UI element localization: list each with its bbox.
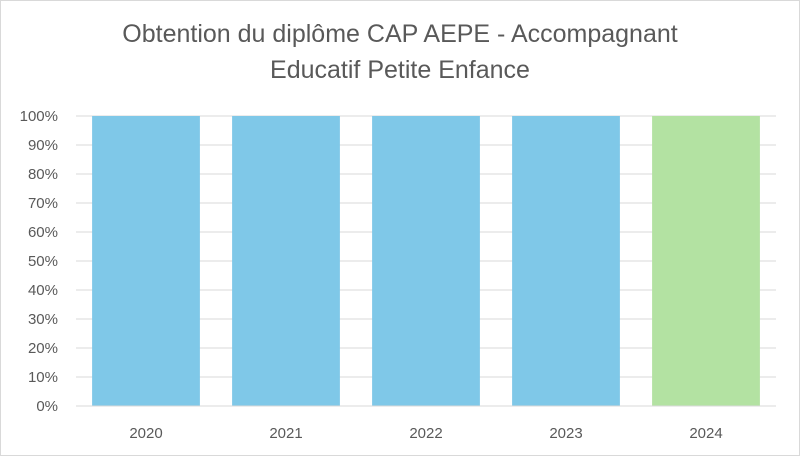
- x-tick-labels: 2020 2021 2022 2023 2024: [129, 425, 722, 442]
- chart-title: Obtention du diplôme CAP AEPE - Accompag…: [0, 16, 800, 88]
- y-tick-label: 10%: [28, 369, 58, 386]
- y-tick-label: 40%: [28, 282, 58, 299]
- y-tick-label: 60%: [28, 224, 58, 241]
- y-tick-label: 50%: [28, 253, 58, 270]
- bars: [92, 116, 760, 406]
- chart-title-line-2: Educatif Petite Enfance: [270, 56, 530, 84]
- y-tick-label: 80%: [28, 166, 58, 183]
- bar-2020: [92, 116, 200, 406]
- x-tick-label: 2024: [689, 425, 722, 442]
- x-tick-label: 2022: [409, 425, 442, 442]
- chart-title-line-1: Obtention du diplôme CAP AEPE - Accompag…: [122, 20, 678, 48]
- x-tick-label: 2020: [129, 425, 162, 442]
- y-tick-label: 100%: [20, 108, 58, 125]
- y-tick-label: 30%: [28, 311, 58, 328]
- x-tick-label: 2021: [269, 425, 302, 442]
- y-tick-label: 90%: [28, 137, 58, 154]
- bar-2023: [512, 116, 620, 406]
- x-tick-label: 2023: [549, 425, 582, 442]
- y-tick-label: 70%: [28, 195, 58, 212]
- bar-2021: [232, 116, 340, 406]
- bar-2022: [372, 116, 480, 406]
- bar-2024: [652, 116, 760, 406]
- y-tick-label: 0%: [36, 398, 58, 415]
- y-tick-label: 20%: [28, 340, 58, 357]
- y-tick-labels: 0% 10% 20% 30% 40% 50% 60% 70% 80% 90% 100%: [20, 108, 58, 415]
